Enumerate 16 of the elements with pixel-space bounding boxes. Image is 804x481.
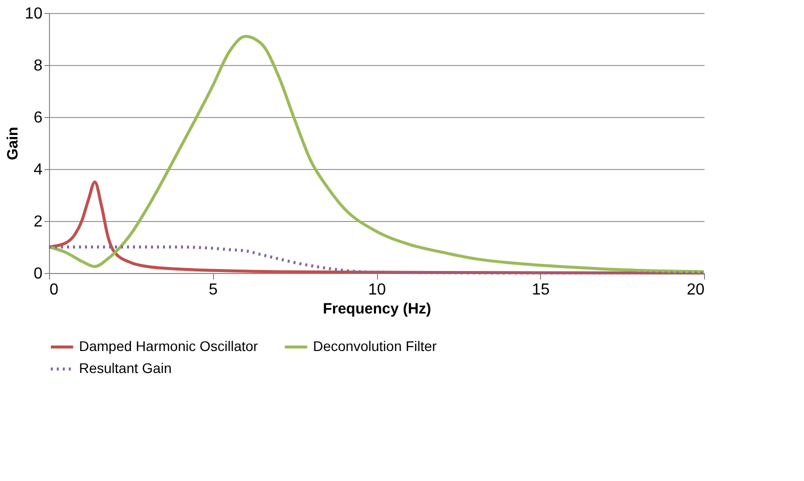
x-tick-label: 20 [686, 282, 705, 298]
x-tick-label: 0 [50, 282, 58, 298]
y-tick-label: 0 [34, 266, 43, 282]
x-tick-label: 15 [532, 282, 550, 298]
y-tick-label: 8 [34, 58, 43, 74]
y-tick-label: 10 [24, 6, 43, 22]
y-axis-title: Gain [4, 126, 22, 160]
x-tick-label: 10 [368, 282, 386, 298]
y-tick-label: 2 [34, 214, 43, 230]
x-tick-label: 5 [208, 282, 218, 298]
legend-label: Deconvolution Filter [313, 338, 438, 354]
y-tick-label: 6 [34, 110, 43, 126]
y-tick-label: 4 [34, 162, 43, 178]
legend-label: Resultant Gain [79, 360, 172, 376]
x-axis-title: Frequency (Hz) [322, 300, 432, 318]
legend-label: Damped Harmonic Oscillator [79, 338, 258, 354]
